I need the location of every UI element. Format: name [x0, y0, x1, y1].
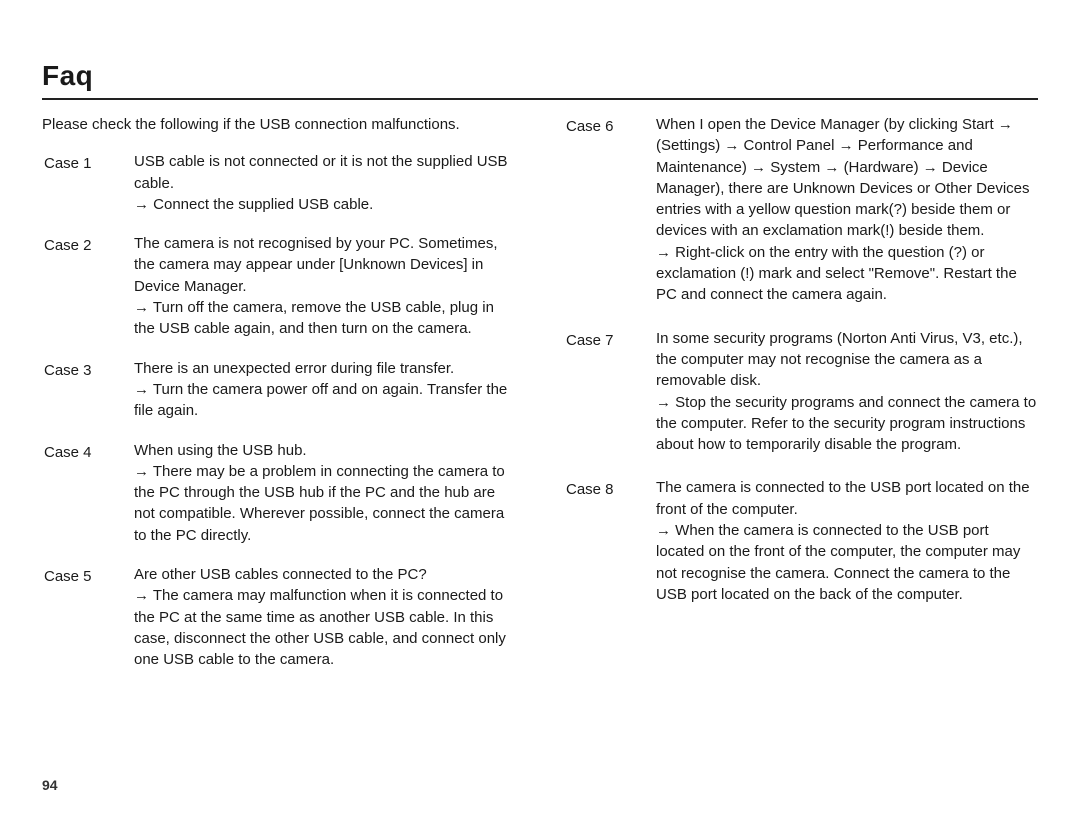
case-body: When using the USB hub. → There may be a… [134, 440, 516, 546]
case-body: USB cable is not connected or it is not … [134, 151, 516, 215]
case-label-wrap: Case 3 [42, 358, 134, 422]
intro-text: Please check the following if the USB co… [42, 114, 516, 135]
case-label-wrap: Case 5 [42, 564, 134, 670]
case-label-wrap: Case 6 [564, 114, 656, 306]
page: Faq Please check the following if the US… [0, 0, 1080, 815]
case-solution: → Connect the supplied USB cable. [134, 194, 516, 215]
case-label-wrap: Case 1 [42, 151, 134, 215]
case-solution: → Turn the camera power off and on again… [134, 379, 516, 422]
case-block: Case 2 The camera is not recognised by y… [42, 233, 516, 339]
case-label: Case 8 [564, 477, 622, 502]
page-title: Faq [42, 60, 1038, 100]
case-problem: When I open the Device Manager (by click… [656, 114, 1038, 242]
case-problem: The camera is connected to the USB port … [656, 477, 1038, 520]
case-body: Are other USB cables connected to the PC… [134, 564, 516, 670]
case-block: Case 1 USB cable is not connected or it … [42, 151, 516, 215]
case-label: Case 5 [42, 564, 100, 589]
case-label: Case 4 [42, 440, 100, 465]
case-problem: The camera is not recognised by your PC.… [134, 233, 516, 297]
case-solution: → When the camera is connected to the US… [656, 520, 1038, 605]
case-solution: → Stop the security programs and connect… [656, 392, 1038, 456]
case-label-wrap: Case 7 [564, 328, 656, 456]
case-block: Case 6 When I open the Device Manager (b… [564, 114, 1038, 306]
left-column: Please check the following if the USB co… [42, 114, 516, 689]
case-problem: There is an unexpected error during file… [134, 358, 516, 379]
case-solution: → There may be a problem in connecting t… [134, 461, 516, 546]
case-body: When I open the Device Manager (by click… [656, 114, 1038, 306]
case-body: The camera is connected to the USB port … [656, 477, 1038, 605]
case-block: Case 8 The camera is connected to the US… [564, 477, 1038, 605]
case-solution: → Right-click on the entry with the ques… [656, 242, 1038, 306]
case-block: Case 7 In some security programs (Norton… [564, 328, 1038, 456]
case-label: Case 6 [564, 114, 622, 139]
case-problem: USB cable is not connected or it is not … [134, 151, 516, 194]
case-solution: → The camera may malfunction when it is … [134, 585, 516, 670]
case-label-wrap: Case 2 [42, 233, 134, 339]
case-label: Case 7 [564, 328, 622, 353]
case-block: Case 5 Are other USB cables connected to… [42, 564, 516, 670]
case-label-wrap: Case 4 [42, 440, 134, 546]
case-label: Case 2 [42, 233, 100, 258]
case-body: The camera is not recognised by your PC.… [134, 233, 516, 339]
page-number: 94 [42, 777, 58, 793]
case-label: Case 3 [42, 358, 100, 383]
case-problem: When using the USB hub. [134, 440, 516, 461]
case-block: Case 3 There is an unexpected error duri… [42, 358, 516, 422]
case-label-wrap: Case 8 [564, 477, 656, 605]
case-label: Case 1 [42, 151, 100, 176]
case-problem: In some security programs (Norton Anti V… [656, 328, 1038, 392]
case-solution: → Turn off the camera, remove the USB ca… [134, 297, 516, 340]
case-body: In some security programs (Norton Anti V… [656, 328, 1038, 456]
case-problem: Are other USB cables connected to the PC… [134, 564, 516, 585]
content-columns: Please check the following if the USB co… [42, 114, 1038, 689]
right-column: Case 6 When I open the Device Manager (b… [564, 114, 1038, 689]
case-body: There is an unexpected error during file… [134, 358, 516, 422]
case-block: Case 4 When using the USB hub. → There m… [42, 440, 516, 546]
